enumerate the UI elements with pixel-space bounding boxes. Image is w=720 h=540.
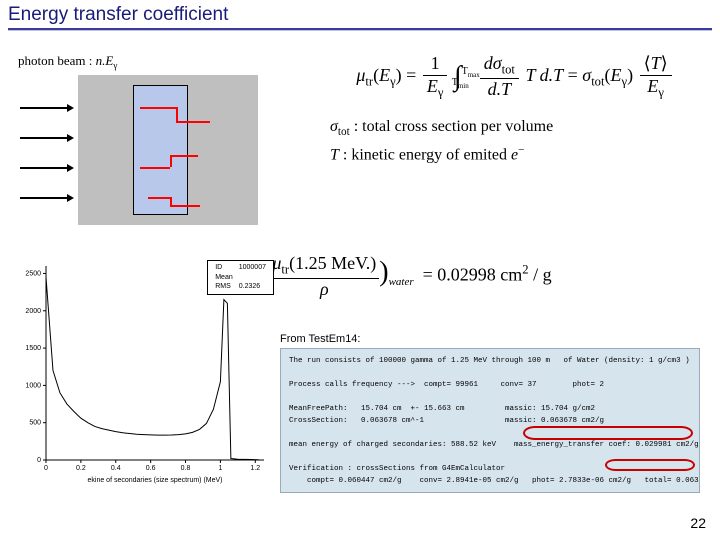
title-bar: Energy transfer coefficient (0, 0, 720, 33)
svg-text:0: 0 (44, 465, 48, 472)
svg-text:0.8: 0.8 (181, 465, 191, 472)
electron-track (170, 205, 200, 207)
slide-title: Energy transfer coefficient (8, 4, 712, 26)
svg-text:0.2: 0.2 (76, 465, 86, 472)
electron-track (140, 107, 176, 109)
from-label: From TestEm14: (280, 333, 361, 345)
title-underline (8, 28, 712, 31)
chart-stats-box: ID1000007MeanRMS0.2326 (207, 260, 274, 295)
terminal-output: The run consists of 100000 gamma of 1.25… (280, 348, 700, 493)
formula-panel: μtr(Eγ) = 1Eγ ∫TmaxTmin dσtotd.T T d.T =… (330, 53, 700, 165)
sigma-definition: σtot : total cross section per volume (330, 118, 700, 138)
highlight-ring (523, 426, 693, 440)
highlight-ring (605, 459, 695, 471)
photon-arrow (20, 197, 72, 199)
inner-block (133, 85, 188, 215)
svg-text:1000: 1000 (25, 382, 41, 389)
diagram-blocks (78, 75, 298, 225)
electron-track (140, 167, 170, 169)
electron-track (176, 121, 210, 123)
photon-arrow (20, 107, 72, 109)
electron-track (176, 107, 178, 121)
energy-spectrum-chart: ID1000007MeanRMS0.2326 0 500 1000 1500 2000 2… (14, 258, 274, 488)
svg-text:0.6: 0.6 (146, 465, 156, 472)
electron-track (170, 155, 198, 157)
water-formula: (μtr(1.25 MeV.)ρ)water = 0.02998 cm2 / g (260, 253, 552, 300)
photon-arrow (20, 167, 72, 169)
svg-text:0.4: 0.4 (111, 465, 121, 472)
t-definition: T : kinetic energy of emited e− (330, 144, 700, 164)
svg-text:ekine of secondaries (size spe: ekine of secondaries (size spectrum) (Me… (88, 477, 223, 484)
photon-beam-diagram: photon beam : n.Eγ (18, 53, 298, 225)
svg-text:500: 500 (29, 420, 41, 427)
electron-track (148, 197, 170, 199)
svg-text:2500: 2500 (25, 270, 41, 277)
diagram-label: photon beam : n.Eγ (18, 53, 298, 71)
svg-text:0: 0 (37, 457, 41, 464)
content-area: photon beam : n.Eγ μtr(Eγ) = 1Eγ ∫TmaxTm… (0, 33, 720, 539)
svg-text:1: 1 (218, 465, 222, 472)
svg-text:1.2: 1.2 (250, 465, 260, 472)
stats-table: ID1000007MeanRMS0.2326 (211, 262, 270, 293)
svg-text:2000: 2000 (25, 308, 41, 315)
svg-text:1500: 1500 (25, 345, 41, 352)
photon-arrow (20, 137, 72, 139)
page-number: 22 (690, 515, 706, 531)
main-formula: μtr(Eγ) = 1Eγ ∫TmaxTmin dσtotd.T T d.T =… (330, 53, 700, 100)
